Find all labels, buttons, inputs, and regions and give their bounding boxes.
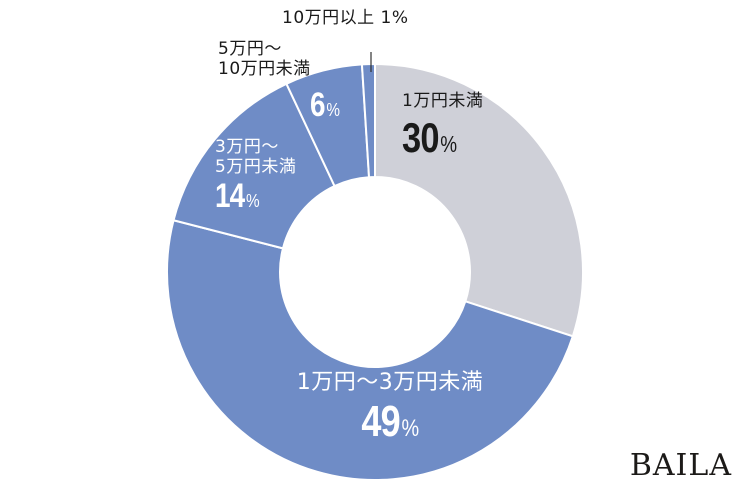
slice-2 — [172, 82, 336, 250]
label-100k-plus: 10万円以上 1% — [282, 8, 409, 28]
label-10k-30k: 1万円〜3万円未満 49% — [265, 370, 515, 448]
percent-number: 30 — [402, 113, 439, 161]
percent-symbol: % — [326, 99, 340, 120]
percent-symbol: % — [440, 130, 458, 157]
slice-0 — [374, 62, 584, 338]
percent-symbol: % — [401, 415, 419, 443]
percent-number: 49 — [361, 397, 400, 447]
percent-number: 6 — [310, 86, 326, 124]
donut-slices — [166, 62, 584, 481]
category-label-line2: 5万円未満 — [215, 156, 297, 177]
slice-1 — [166, 219, 575, 481]
percent-value: 49% — [361, 397, 419, 448]
category-label-line1: 5万円〜 — [218, 39, 282, 59]
percent-value: 14% — [215, 177, 282, 216]
category-label-line1: 3万円〜 — [215, 137, 279, 157]
slice-4 — [360, 62, 376, 179]
percent-symbol: % — [246, 190, 260, 212]
baila-logo: BAILA — [629, 448, 732, 483]
label-50k-100k-percent: 6% — [310, 86, 340, 125]
percent-value: 30% — [402, 114, 469, 162]
label-under-10k: 1万円未満 30% — [402, 91, 484, 162]
label-30k-50k: 3万円〜 5万円未満 14% — [215, 137, 297, 216]
category-label: 1万円〜3万円未満 — [296, 370, 484, 395]
label-50k-100k-category: 5万円〜 10万円未満 — [218, 39, 311, 79]
percent-number: 14 — [215, 177, 245, 216]
category-label-line2: 10万円未満 — [218, 58, 311, 79]
category-label: 1万円未満 — [402, 91, 484, 111]
